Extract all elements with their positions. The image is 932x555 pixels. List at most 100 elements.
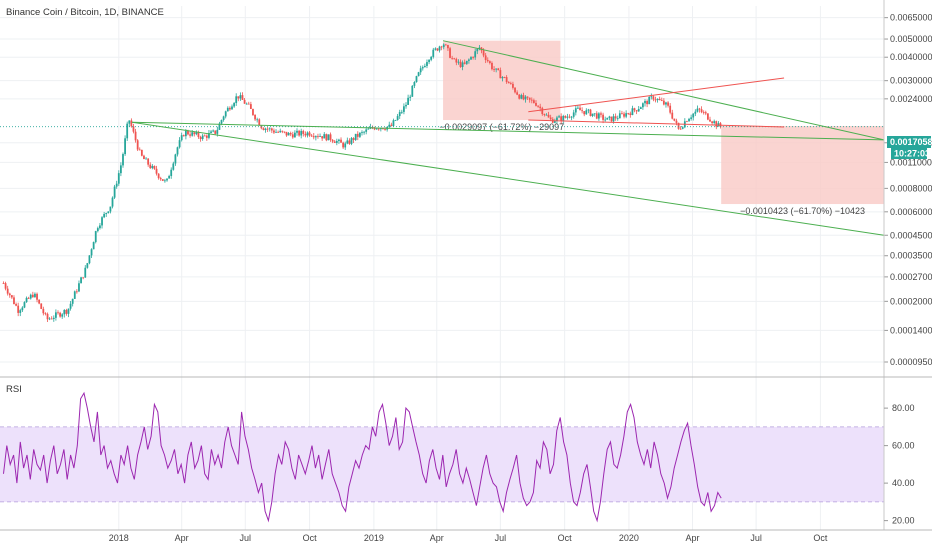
candle-body [463, 62, 466, 64]
candle-body [262, 128, 265, 130]
candle-body [140, 149, 143, 156]
candle-body [593, 113, 596, 115]
candle-body [279, 130, 282, 133]
y-tick-label: 0.0003500 [890, 251, 932, 261]
candle-body [610, 116, 613, 122]
x-tick-label: 2018 [109, 533, 129, 543]
candle-body [178, 140, 181, 148]
candle-body [541, 108, 544, 115]
candle-body [642, 103, 644, 108]
candle-body [421, 67, 424, 69]
candle-body [432, 49, 435, 57]
candle-body [23, 302, 26, 308]
candle-body [132, 126, 135, 132]
last-price-value: 0.0017058 [890, 137, 932, 147]
x-tick-label: Jul [240, 533, 252, 543]
candle-body [457, 61, 460, 63]
candle-body [384, 129, 386, 130]
candle-body [530, 99, 533, 101]
candle-body [644, 100, 646, 104]
candle-body [390, 124, 393, 126]
candle-body [273, 130, 275, 133]
x-tick-label: Apr [175, 533, 189, 543]
candle-body [704, 112, 707, 114]
candle-body [365, 129, 368, 132]
candle-body [706, 113, 709, 120]
candle-body [650, 96, 653, 98]
candle-body [222, 116, 225, 121]
candle-body [377, 128, 380, 130]
candle-body [587, 109, 590, 111]
rsi-label: RSI [6, 384, 22, 395]
candle-body [591, 113, 594, 116]
candle-body [65, 309, 68, 314]
candle-body [621, 113, 623, 115]
candle-body [111, 197, 114, 207]
candle-body [293, 132, 296, 138]
y-tick-label: 0.0002700 [890, 272, 932, 282]
candle-body [667, 102, 669, 106]
x-tick-label: Apr [430, 533, 444, 543]
candle-body [537, 105, 539, 107]
chart-title: Binance Coin / Bitcoin, 1D, BINANCE [6, 7, 164, 18]
candle-body [455, 58, 458, 63]
candle-body [417, 72, 420, 77]
candle-body [252, 108, 254, 115]
candle-body [520, 95, 523, 99]
candle-body [4, 283, 7, 289]
candle-body [212, 130, 215, 132]
candle-body [40, 303, 43, 309]
candle-body [528, 97, 531, 100]
candle-body [216, 129, 219, 134]
candle-body [323, 134, 326, 139]
candle-body [461, 62, 464, 68]
x-tick-label: Oct [813, 533, 828, 543]
candle-body [270, 128, 273, 131]
candle-body [229, 107, 231, 110]
candle-body [637, 109, 640, 112]
candle-body [411, 85, 414, 97]
candle-body [600, 113, 602, 115]
candle-body [319, 136, 321, 137]
candle-body [688, 118, 690, 122]
candle-body [509, 83, 512, 85]
y-tick-label: 0.0024000 [890, 94, 932, 104]
candle-body [38, 299, 41, 304]
candle-body [614, 116, 617, 119]
candle-body [128, 120, 131, 124]
candle-body [113, 186, 116, 198]
candle-body [449, 48, 451, 58]
candle-body [29, 294, 32, 299]
candle-body [474, 51, 477, 58]
candle-body [90, 249, 93, 256]
rsi-y-tick-label: 80.00 [892, 403, 915, 413]
candle-body [606, 117, 609, 120]
candle-body [356, 133, 359, 137]
candle-body [109, 206, 112, 212]
candle-body [55, 312, 57, 318]
candle-body [147, 158, 150, 165]
candle-body [646, 100, 649, 105]
candle-body [298, 130, 300, 136]
candle-body [608, 116, 611, 118]
candle-body [602, 114, 604, 120]
candle-body [430, 56, 433, 60]
candle-body [264, 128, 267, 130]
candle-body [403, 106, 405, 112]
candle-body [84, 267, 87, 278]
candle-body [451, 57, 454, 59]
candle-body [574, 108, 577, 113]
candle-body [625, 113, 628, 117]
candle-body [524, 96, 527, 100]
candle-body [478, 47, 481, 49]
x-tick-label: Oct [303, 533, 318, 543]
candle-body [392, 120, 395, 126]
candle-body [166, 178, 168, 181]
y-tick-label: 0.0050000 [890, 34, 932, 44]
candle-body [333, 141, 336, 143]
trendline [442, 40, 885, 141]
candle-body [495, 68, 498, 70]
candle-body [470, 57, 472, 60]
